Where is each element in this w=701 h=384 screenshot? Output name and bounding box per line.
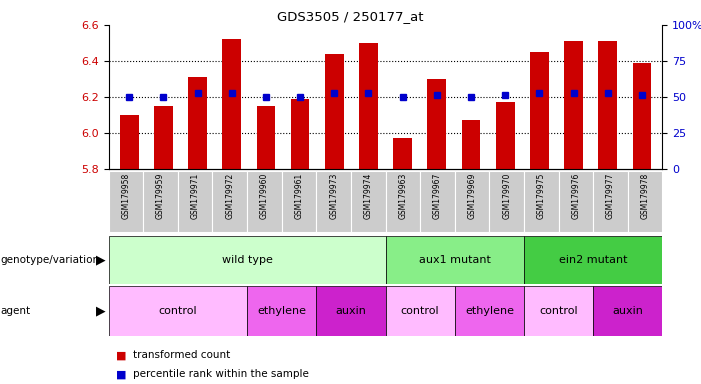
- Text: GSM179960: GSM179960: [260, 173, 269, 219]
- Text: aux1 mutant: aux1 mutant: [418, 255, 491, 265]
- Text: GSM179969: GSM179969: [468, 173, 477, 219]
- Text: GSM179978: GSM179978: [641, 173, 650, 219]
- Text: ethylene: ethylene: [257, 306, 306, 316]
- Bar: [462, 120, 480, 169]
- Bar: [428, 79, 447, 169]
- Bar: [628, 171, 662, 232]
- Bar: [524, 236, 662, 284]
- Bar: [257, 106, 275, 169]
- Bar: [222, 40, 241, 169]
- Bar: [496, 103, 515, 169]
- Bar: [282, 171, 316, 232]
- Text: wild type: wild type: [222, 255, 273, 265]
- Text: ■: ■: [116, 350, 130, 360]
- Bar: [593, 286, 662, 336]
- Bar: [455, 286, 524, 336]
- Bar: [559, 171, 593, 232]
- Text: GSM179976: GSM179976: [571, 173, 580, 219]
- Bar: [247, 286, 316, 336]
- Bar: [386, 236, 524, 284]
- Text: GSM179961: GSM179961: [294, 173, 304, 219]
- Bar: [420, 171, 455, 232]
- Bar: [593, 171, 628, 232]
- Bar: [188, 77, 207, 169]
- Text: GSM179973: GSM179973: [329, 173, 338, 219]
- Text: GSM179975: GSM179975: [537, 173, 546, 219]
- Text: GSM179972: GSM179972: [225, 173, 234, 219]
- Text: genotype/variation: genotype/variation: [0, 255, 99, 265]
- Text: GSM179967: GSM179967: [433, 173, 442, 219]
- Text: GSM179970: GSM179970: [502, 173, 511, 219]
- Text: ▶: ▶: [95, 254, 105, 266]
- Bar: [316, 171, 351, 232]
- Bar: [524, 171, 559, 232]
- Text: auxin: auxin: [336, 306, 367, 316]
- Text: auxin: auxin: [613, 306, 644, 316]
- Text: ethylene: ethylene: [465, 306, 514, 316]
- Bar: [325, 54, 343, 169]
- Bar: [109, 171, 143, 232]
- Bar: [359, 43, 378, 169]
- Bar: [212, 171, 247, 232]
- Text: ▶: ▶: [95, 305, 105, 318]
- Bar: [524, 286, 593, 336]
- Text: GSM179959: GSM179959: [156, 173, 165, 219]
- Text: GSM179977: GSM179977: [606, 173, 615, 219]
- Bar: [393, 138, 412, 169]
- Text: agent: agent: [0, 306, 30, 316]
- Bar: [109, 236, 386, 284]
- Bar: [489, 171, 524, 232]
- Text: GSM179958: GSM179958: [121, 173, 130, 219]
- Bar: [632, 63, 651, 169]
- Text: ■: ■: [116, 369, 130, 379]
- Bar: [291, 99, 309, 169]
- Text: control: control: [158, 306, 197, 316]
- Text: control: control: [401, 306, 440, 316]
- Bar: [247, 171, 282, 232]
- Bar: [530, 52, 549, 169]
- Bar: [351, 171, 386, 232]
- Bar: [178, 171, 212, 232]
- Bar: [455, 171, 489, 232]
- Bar: [143, 171, 178, 232]
- Text: GDS3505 / 250177_at: GDS3505 / 250177_at: [278, 10, 423, 23]
- Text: transformed count: transformed count: [133, 350, 231, 360]
- Bar: [154, 106, 172, 169]
- Bar: [386, 171, 420, 232]
- Bar: [120, 115, 139, 169]
- Bar: [386, 286, 455, 336]
- Bar: [564, 41, 583, 169]
- Text: GSM179974: GSM179974: [364, 173, 373, 219]
- Text: percentile rank within the sample: percentile rank within the sample: [133, 369, 309, 379]
- Bar: [109, 286, 247, 336]
- Text: ein2 mutant: ein2 mutant: [559, 255, 627, 265]
- Text: GSM179963: GSM179963: [398, 173, 407, 219]
- Text: GSM179971: GSM179971: [191, 173, 200, 219]
- Text: control: control: [539, 306, 578, 316]
- Bar: [599, 41, 617, 169]
- Bar: [316, 286, 386, 336]
